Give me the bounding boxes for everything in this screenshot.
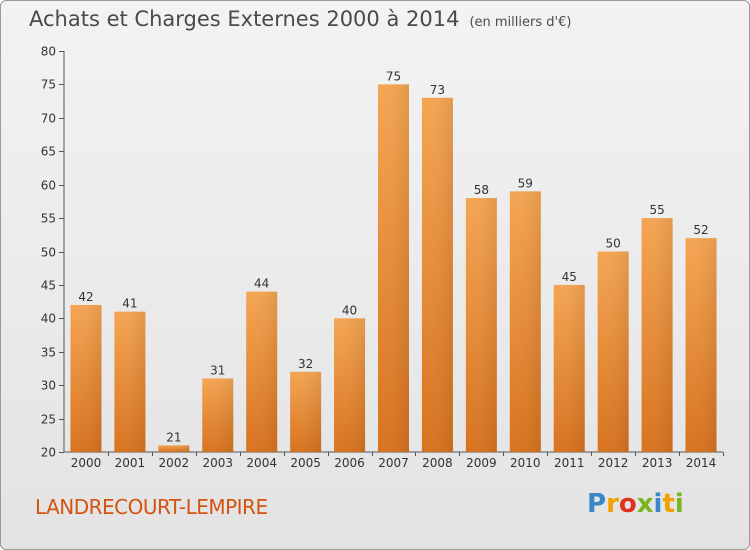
bar-shade-2012	[597, 251, 629, 452]
data-label-2006: 40	[342, 303, 357, 317]
logo-letter: r	[606, 489, 619, 519]
proxiti-logo: Proxiti	[587, 489, 684, 519]
bar-shade-2001	[114, 311, 146, 452]
y-tick-label: 70	[41, 112, 56, 126]
y-tick-label: 45	[41, 279, 56, 293]
logo-letter: i	[653, 489, 663, 519]
data-label-2004: 44	[254, 277, 269, 291]
bar-shade-2014	[685, 238, 717, 452]
logo-letter: i	[674, 489, 684, 519]
x-tick-label: 2000	[71, 456, 102, 470]
bar-shade-2003	[202, 378, 234, 452]
bar-shade-2005	[290, 371, 322, 452]
y-tick-label: 65	[41, 145, 56, 159]
commune-name: LANDRECOURT-LEMPIRE	[35, 495, 268, 519]
unit-label: (en milliers d'€)	[469, 15, 572, 30]
y-tick-label: 75	[41, 78, 56, 92]
x-tick-label: 2001	[115, 456, 146, 470]
bar-shade-2000	[70, 304, 102, 452]
bar-shade-2004	[246, 291, 278, 452]
data-label-2007: 75	[386, 69, 401, 83]
x-tick-label: 2003	[202, 456, 233, 470]
bar-shade-2010	[509, 191, 541, 452]
y-tick-label: 80	[41, 45, 56, 59]
y-tick-label: 60	[41, 179, 56, 193]
x-tick-label: 2005	[290, 456, 321, 470]
y-tick-label: 20	[41, 446, 56, 460]
axes: 20 25 30 35 40 45 50 55 60 65 70 75 80 2000 2001 2002 20…	[41, 45, 724, 470]
x-tick-label: 2004	[246, 456, 277, 470]
title-text: Achats et Charges Externes 2000 à 2014	[29, 7, 460, 31]
logo-letter: t	[662, 489, 675, 519]
bar-shade-2006	[334, 318, 366, 452]
x-tick-label: 2007	[378, 456, 409, 470]
bars-group	[70, 84, 717, 453]
data-label-2008: 73	[430, 83, 445, 97]
x-tick-label: 2012	[598, 456, 629, 470]
data-label-2003: 31	[210, 363, 225, 377]
y-tick-label: 35	[41, 346, 56, 360]
y-tick-label: 30	[41, 379, 56, 393]
data-label-2002: 21	[166, 430, 181, 444]
bar-shade-2002	[158, 445, 190, 452]
x-tick-label: 2008	[422, 456, 453, 470]
data-label-2014: 52	[693, 223, 708, 237]
data-label-2012: 50	[606, 237, 621, 251]
bar-shade-2013	[641, 218, 673, 452]
chart-title: Achats et Charges Externes 2000 à 2014 (e…	[29, 7, 571, 31]
x-tick-label: 2013	[642, 456, 673, 470]
x-tick-label: 2009	[466, 456, 497, 470]
data-label-2009: 58	[474, 183, 489, 197]
x-tick-label: 2014	[686, 456, 717, 470]
y-tick-label: 40	[41, 312, 56, 326]
x-tick-label: 2010	[510, 456, 541, 470]
y-tick-label: 55	[41, 212, 56, 226]
logo-letter: x	[636, 489, 654, 519]
x-tick-label: 2002	[159, 456, 190, 470]
bar-shade-2008	[421, 97, 453, 453]
data-label-2005: 32	[298, 357, 313, 371]
logo-letter: o	[618, 489, 637, 519]
bar-shade-2007	[378, 84, 409, 453]
logo-letter: P	[587, 489, 607, 519]
y-tick-label: 50	[41, 246, 56, 260]
data-label-2010: 59	[518, 176, 533, 190]
y-tick-label: 25	[41, 413, 56, 427]
bar-shade-2009	[465, 198, 497, 452]
x-tick-label: 2011	[554, 456, 585, 470]
data-label-2013: 55	[649, 203, 664, 217]
x-tick-label: 2006	[334, 456, 365, 470]
data-label-2011: 45	[562, 270, 577, 284]
bar-shade-2011	[553, 284, 585, 452]
data-labels-group: 42 41 21 31 44 32 40 75 73 58 59 45 50 55 52	[78, 69, 708, 444]
data-label-2000: 42	[78, 290, 93, 304]
data-label-2001: 41	[122, 297, 137, 311]
